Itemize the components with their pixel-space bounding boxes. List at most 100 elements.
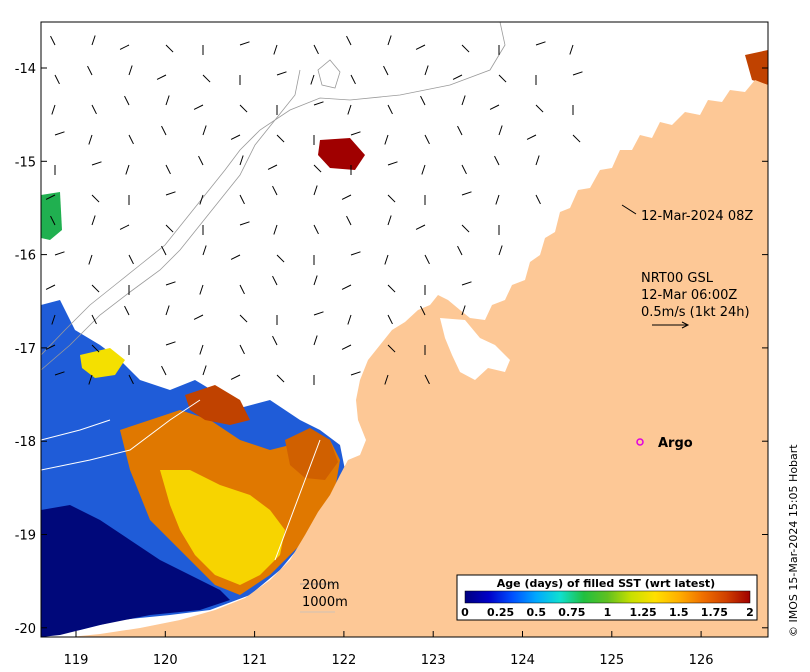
- map-frame: [40, 21, 769, 638]
- current-vector: [165, 305, 170, 316]
- current-vector: [457, 125, 463, 136]
- current-vector: [54, 74, 60, 85]
- current-vector: [387, 215, 392, 226]
- current-vector: [535, 41, 546, 46]
- current-vector: [313, 311, 324, 316]
- current-vector: [346, 35, 352, 46]
- current-vector: [384, 134, 389, 145]
- current-vector: [384, 254, 389, 265]
- current-vector: [310, 74, 315, 85]
- current-vector: [91, 194, 100, 203]
- current-vector: [239, 221, 250, 226]
- contour-200-label: 200m: [302, 578, 339, 593]
- current-vector: [387, 344, 396, 353]
- current-vector: [156, 74, 167, 80]
- current-vector: [313, 335, 318, 346]
- current-vector: [498, 74, 507, 83]
- current-vector: [51, 104, 56, 115]
- current-vector: [267, 164, 278, 170]
- y-tick-label: -17: [15, 342, 36, 357]
- colorbar-tick-label: 0.5: [527, 606, 547, 619]
- time-pointer: [621, 204, 637, 215]
- colorbar-title: Age (days) of filled SST (wrt latest): [497, 577, 715, 590]
- current-vector: [91, 161, 102, 166]
- current-vector: [421, 164, 426, 175]
- inner-bay: [440, 318, 510, 380]
- current-vector: [535, 104, 544, 113]
- x-tick-label: 123: [421, 653, 446, 668]
- current-time-label: 12-Mar 06:00Z: [641, 288, 737, 303]
- current-vector: [424, 374, 430, 385]
- current-vector: [165, 191, 176, 196]
- contour-1000-label: 1000m: [302, 595, 348, 610]
- current-source-label: NRT00 GSL: [641, 271, 714, 286]
- y-tick-label: -18: [15, 435, 36, 450]
- current-vector: [165, 164, 171, 175]
- current-vector: [350, 74, 356, 85]
- current-vector: [128, 134, 134, 145]
- credit-text: © IMOS 15-Mar-2024 15:05 Hobart: [787, 444, 800, 637]
- current-vector: [272, 335, 278, 346]
- current-vector: [161, 245, 167, 256]
- x-tick-label: 122: [331, 653, 356, 668]
- colorbar: Age (days) of filled SST (wrt latest) 0 0…: [456, 574, 758, 621]
- current-vector: [91, 104, 97, 115]
- colorbar-tick-label: 0: [461, 606, 469, 619]
- x-tick-label: 126: [689, 653, 714, 668]
- current-vector: [272, 275, 278, 286]
- current-vector: [498, 245, 503, 256]
- current-vector: [199, 194, 204, 205]
- x-tick-label: 119: [64, 653, 89, 668]
- current-vector: [387, 194, 396, 203]
- current-vector: [199, 284, 204, 295]
- current-vector: [415, 224, 426, 230]
- current-vector: [119, 44, 130, 50]
- current-vector: [383, 65, 389, 76]
- current-vector: [347, 314, 352, 325]
- current-vector: [165, 44, 174, 53]
- current-vector: [230, 374, 241, 380]
- current-vector: [272, 185, 278, 196]
- colorbar-tick-label: 0.25: [487, 606, 514, 619]
- current-vector: [165, 281, 176, 286]
- current-scale-label: 0.5m/s (1kt 24h): [641, 305, 750, 320]
- current-vector: [350, 371, 361, 376]
- current-vector: [387, 35, 392, 46]
- current-vector: [494, 155, 500, 166]
- current-vector: [572, 134, 581, 143]
- sst-time-label: 12-Mar-2024 08Z: [641, 209, 753, 224]
- colorbar-tick-label: 1.5: [669, 606, 689, 619]
- current-vector: [239, 284, 245, 295]
- colorbar-tick-label: 1.75: [701, 606, 728, 619]
- colorbar-tick-label: 2: [746, 606, 754, 619]
- sst-field: [41, 50, 768, 637]
- current-vector: [239, 314, 248, 323]
- current-vector: [51, 314, 56, 325]
- current-vector: [461, 281, 472, 286]
- current-vector: [350, 131, 361, 136]
- current-vector: [387, 314, 393, 325]
- current-vector: [420, 305, 426, 316]
- current-vector: [347, 104, 352, 115]
- current-vector: [128, 65, 133, 76]
- current-vector: [239, 104, 248, 113]
- x-axis: 119 120 121 122 123 124 125 126: [64, 631, 714, 668]
- current-vector: [424, 254, 430, 265]
- current-vector: [193, 314, 204, 320]
- current-vector: [346, 215, 352, 226]
- current-vector: [424, 65, 429, 76]
- current-vector: [54, 131, 65, 136]
- current-vector: [572, 71, 583, 76]
- current-vector: [387, 284, 396, 293]
- current-vector: [165, 341, 176, 346]
- current-vector: [198, 155, 204, 166]
- current-vector: [384, 374, 389, 385]
- current-vector: [495, 194, 500, 205]
- current-vector: [535, 194, 541, 205]
- current-vector: [452, 74, 463, 80]
- current-vector: [202, 245, 207, 256]
- current-vector: [313, 44, 319, 55]
- current-vector: [202, 365, 207, 376]
- current-vector: [161, 365, 167, 376]
